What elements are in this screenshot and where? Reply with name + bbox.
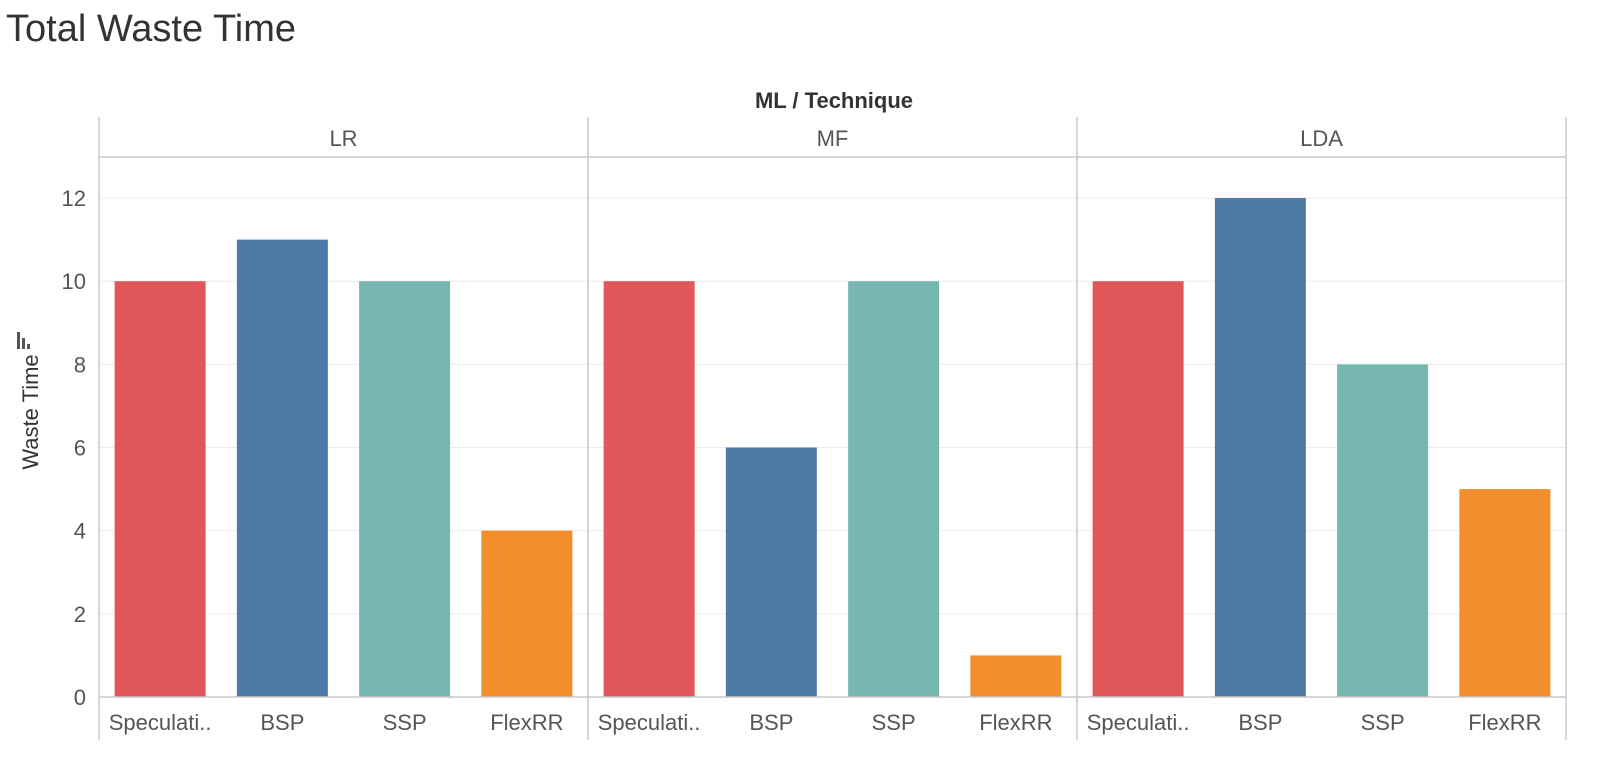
x-tick-label: BSP	[260, 710, 304, 735]
bar-lr-flexrr	[481, 530, 573, 697]
bar-lda-flexrr	[1459, 489, 1551, 697]
x-tick-label: SSP	[872, 710, 916, 735]
chart-title: Total Waste Time	[6, 8, 297, 50]
sort-icon[interactable]	[17, 332, 30, 349]
x-tick-label: Speculati..	[109, 710, 212, 735]
bar-lda-bsp	[1214, 198, 1306, 698]
panel-header-lda: LDA	[1300, 126, 1343, 151]
panel-header-lr: LR	[329, 126, 357, 151]
y-tick-label: 12	[62, 186, 86, 211]
panel-header-mf: MF	[817, 126, 849, 151]
y-tick-label: 6	[74, 436, 86, 461]
y-axis-label: Waste Time	[18, 354, 43, 469]
y-tick-label: 10	[62, 269, 86, 294]
y-tick-label: 0	[74, 685, 86, 710]
bar-lda-ssp	[1337, 364, 1429, 697]
bar-mf-bsp	[725, 447, 817, 697]
x-tick-label: FlexRR	[1468, 710, 1541, 735]
x-tick-label: BSP	[1238, 710, 1282, 735]
y-tick-label: 2	[74, 602, 86, 627]
bar-mf-speculative	[603, 281, 695, 697]
x-tick-label: BSP	[749, 710, 793, 735]
bar-lr-speculative	[114, 281, 206, 697]
column-header-label: ML / Technique	[755, 88, 913, 113]
x-tick-label: SSP	[1361, 710, 1405, 735]
x-tick-label: Speculati..	[598, 710, 701, 735]
x-tick-label: FlexRR	[490, 710, 563, 735]
bar-lr-ssp	[359, 281, 451, 697]
bar-mf-ssp	[848, 281, 940, 697]
bar-mf-flexrr	[970, 655, 1062, 697]
y-tick-label: 8	[74, 352, 86, 377]
x-tick-label: Speculati..	[1087, 710, 1190, 735]
x-tick-label: FlexRR	[979, 710, 1052, 735]
bar-lda-speculative	[1092, 281, 1184, 697]
y-tick-label: 4	[74, 519, 86, 544]
x-tick-label: SSP	[383, 710, 427, 735]
bar-lr-bsp	[236, 239, 328, 697]
